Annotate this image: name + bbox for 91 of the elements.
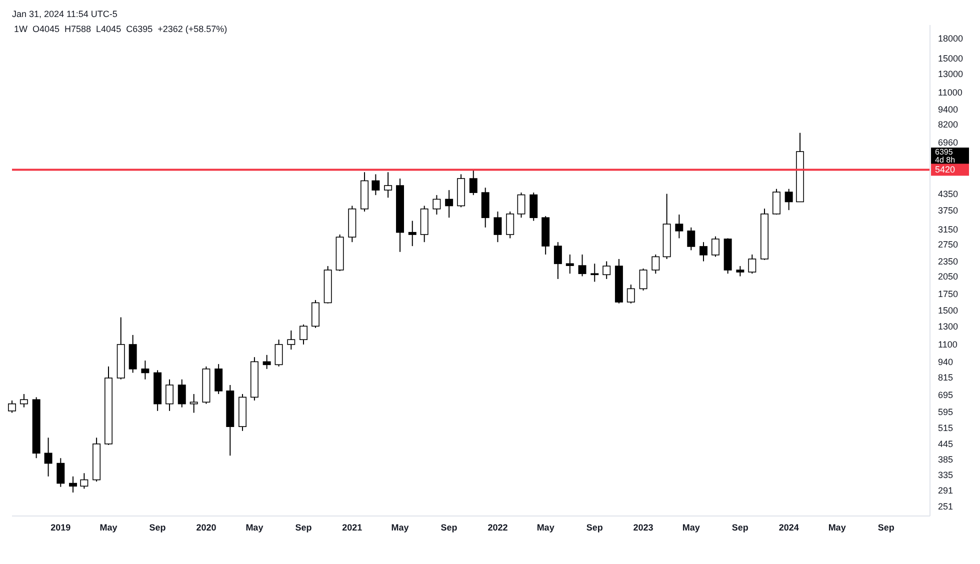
candlestick [190,394,198,414]
x-tick-label: May [100,522,118,532]
candlestick [639,268,648,292]
candlestick [784,188,793,211]
x-tick-label: May [682,522,700,532]
candlestick [494,211,502,243]
candlestick [554,242,562,280]
x-tick-label: Sep [586,522,604,532]
y-tick-label: 8200 [938,120,958,130]
y-tick-label: 595 [938,407,954,418]
y-tick-label: 335 [938,470,954,480]
y-tick-label: 1750 [938,288,958,299]
candlestick [178,378,186,408]
text: Jan 31, 2024 11:54 UTC-5 [11,8,118,20]
candlestick [445,190,454,218]
candlestick [772,188,780,216]
candlestick [736,266,744,277]
y-tick-label: 1500 [938,306,958,316]
y-tick-label: 251 [938,502,954,512]
candlestick [20,394,28,408]
candlestick [700,242,708,262]
candlestick [166,378,174,412]
x-tick-label: Sep [149,522,166,532]
candlestick [626,284,635,304]
candlestick [711,236,720,258]
x-tick-label: May [536,522,554,532]
y-tick-label: 2750 [938,239,958,250]
y-tick-label: 940 [938,356,954,367]
x-tick-label: 2022 [488,522,508,532]
candlestick [590,263,599,282]
candlestick [748,254,756,274]
chart-title: 1W O4045 H7588 L4045 C6395 +2362 (+58.57%) [14,24,228,34]
candlestick [578,254,586,277]
candlestick [602,260,611,280]
x-tick-label: 2020 [196,522,216,532]
y-tick-label: 385 [938,454,954,465]
x-tick-label: Sep [295,522,312,532]
candlestick [517,192,526,218]
text: 4d 8h [935,156,956,165]
candlestick [687,226,696,251]
y-tick-label: 695 [938,390,954,400]
x-tick-label: 2023 [633,522,654,532]
candlestick [408,220,416,247]
candlestick [80,472,88,490]
y-tick-label: 11000 [938,87,962,98]
x-tick-label: May [828,522,846,532]
x-tick-label: Sep [732,522,749,532]
candlestick [506,211,514,239]
text: 6395 [935,148,954,157]
x-tick-label: 2021 [342,522,362,532]
y-tick-label: 2050 [938,271,958,282]
y-tick-label: 291 [938,485,954,496]
candlestick [530,192,538,222]
x-tick-label: May [391,522,409,532]
candlestick [69,476,78,494]
candlestick [262,354,271,370]
x-tick-label: May [246,522,264,532]
y-tick-label: 6960 [938,138,958,148]
candlestick [287,330,296,350]
y-tick-label: 1100 [938,340,958,350]
candlestick [214,364,223,395]
candlestick [652,254,660,274]
y-tick-label: 3750 [938,205,958,216]
x-tick-label: 2024 [778,522,799,532]
candlestick [141,360,150,380]
x-tick-label: 2019 [50,522,71,532]
y-tick-label: 515 [938,422,954,433]
y-tick-label: 15000 [938,53,964,64]
y-tick-label: 1300 [938,321,958,332]
candlestick [372,174,380,196]
candlestick [566,254,574,274]
ref-line-label: 5420 [935,164,956,175]
candlestick [274,339,283,367]
y-tick-label: 18000 [938,33,964,44]
y-tick-label: 13000 [938,69,964,80]
candlestick [300,324,308,345]
candlestick [384,172,392,198]
x-tick-label: Sep [440,522,458,532]
candlestick [56,458,65,488]
candlestick [675,214,684,239]
y-tick-label: 3150 [938,224,958,234]
y-tick-label: 2350 [938,256,958,266]
candlestick [432,194,441,216]
candlestick [311,300,320,328]
candlestick [469,169,478,196]
y-tick-label: 445 [938,438,954,449]
y-tick-label: 9400 [938,104,958,115]
x-tick-label: Sep [878,522,895,532]
y-tick-label: 815 [938,372,954,383]
y-tick-label: 4350 [938,189,958,200]
candlestick [44,437,52,477]
